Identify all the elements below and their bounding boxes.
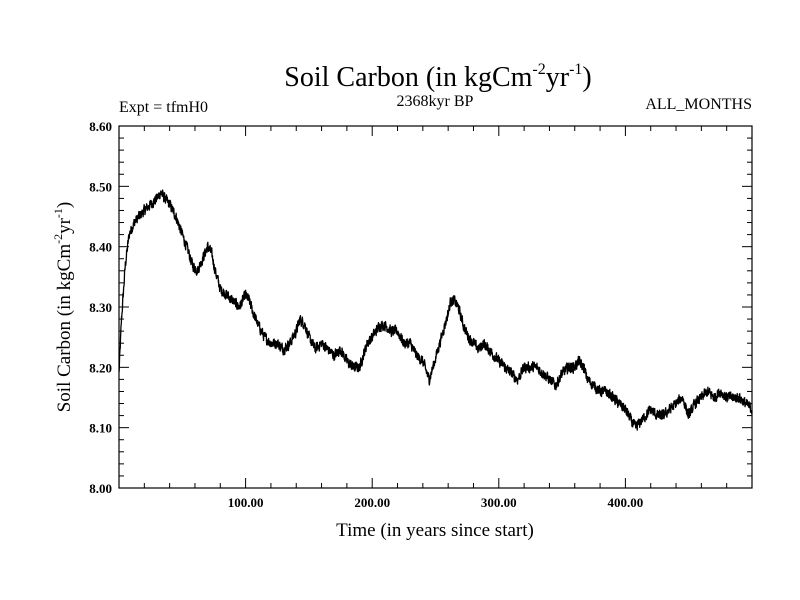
y-tick-label: 8.50 bbox=[89, 179, 112, 194]
y-tick-label: 8.60 bbox=[89, 119, 112, 134]
x-tick-label: 200.00 bbox=[354, 495, 390, 510]
x-axis-ticks: 100.00 200.00 300.00 400.00 bbox=[143, 126, 728, 510]
series-layer bbox=[118, 189, 753, 431]
period-label: 2368kyr BP bbox=[397, 93, 474, 110]
y-axis-ticks: 8.00 8.10 8.20 8.30 8.40 8.50 8.60 bbox=[89, 119, 752, 496]
y-tick-label: 8.30 bbox=[89, 300, 112, 315]
chart-title: Soil Carbon (in kgCm-2yr-1) bbox=[284, 61, 591, 93]
y-tick-label: 8.20 bbox=[89, 360, 112, 375]
series-line-soil-carbon bbox=[118, 189, 753, 431]
x-tick-label: 100.00 bbox=[228, 495, 264, 510]
plot-frame bbox=[118, 125, 753, 489]
x-tick-label: 400.00 bbox=[608, 495, 644, 510]
x-axis-label: Time (in years since start) bbox=[336, 520, 534, 541]
y-tick-label: 8.10 bbox=[89, 421, 112, 436]
months-label: ALL_MONTHS bbox=[645, 96, 752, 113]
y-axis-label: Soil Carbon (in kgCm-2yr-1) bbox=[51, 202, 75, 413]
y-tick-label: 8.40 bbox=[89, 240, 112, 255]
x-tick-label: 300.00 bbox=[481, 495, 517, 510]
y-tick-label: 8.00 bbox=[89, 481, 112, 496]
experiment-label: Expt = tfmH0 bbox=[119, 99, 208, 116]
